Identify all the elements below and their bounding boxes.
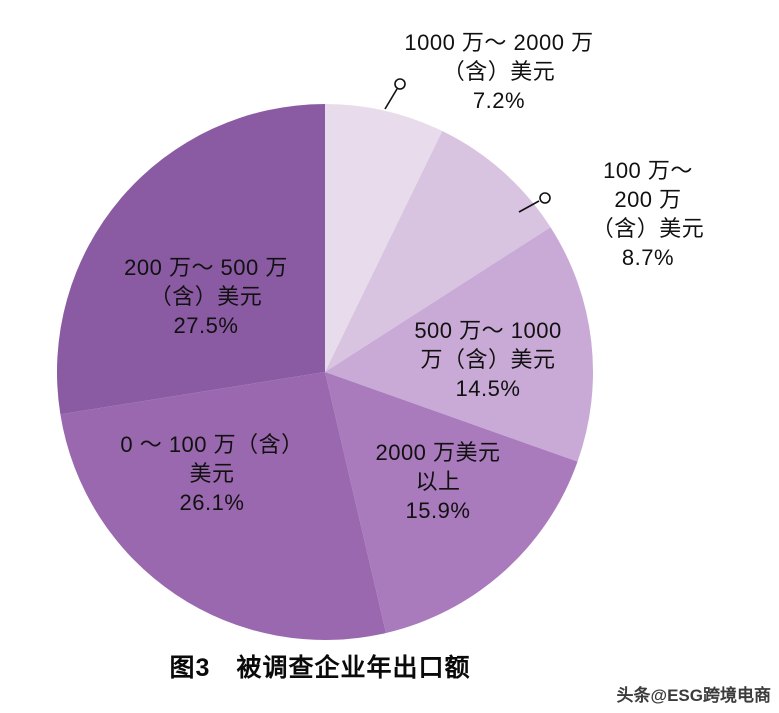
chart-title: 图3 被调查企业年出口额 — [169, 654, 471, 682]
pie-slice-2 — [325, 227, 594, 462]
slice-label-500-1000: 500 万～ 1000 万（含）美元 14.5% — [414, 318, 562, 402]
pie-slice-1 — [325, 131, 551, 372]
slice-label-over-2000: 2000 万美元 以上 15.9% — [375, 440, 501, 524]
slice-label-1000-2000: 1000 万～ 2000 万 （含）美元 7.2% — [404, 30, 594, 114]
slice-label-200-500: 200 万～ 500 万 （含）美元 27.5% — [124, 255, 288, 339]
pie-slice-0 — [325, 104, 443, 372]
slice-label-0-100: 0 ～ 100 万（含） 美元 26.1% — [120, 432, 304, 516]
pie-slice-4 — [60, 372, 386, 641]
leader-dot-7-2 — [394, 78, 406, 90]
pie-slice-5 — [56, 104, 325, 415]
pie-slice-3 — [325, 372, 578, 633]
leader-line-8-7 — [518, 200, 540, 213]
leader-line-7-2 — [384, 88, 398, 110]
slice-label-100-200: 100 万～ 200 万 （含）美元 8.7% — [591, 158, 705, 271]
leader-lines — [384, 78, 551, 213]
watermark: 头条@ESG跨境电商 — [616, 686, 771, 705]
leader-dot-8-7 — [539, 192, 551, 204]
